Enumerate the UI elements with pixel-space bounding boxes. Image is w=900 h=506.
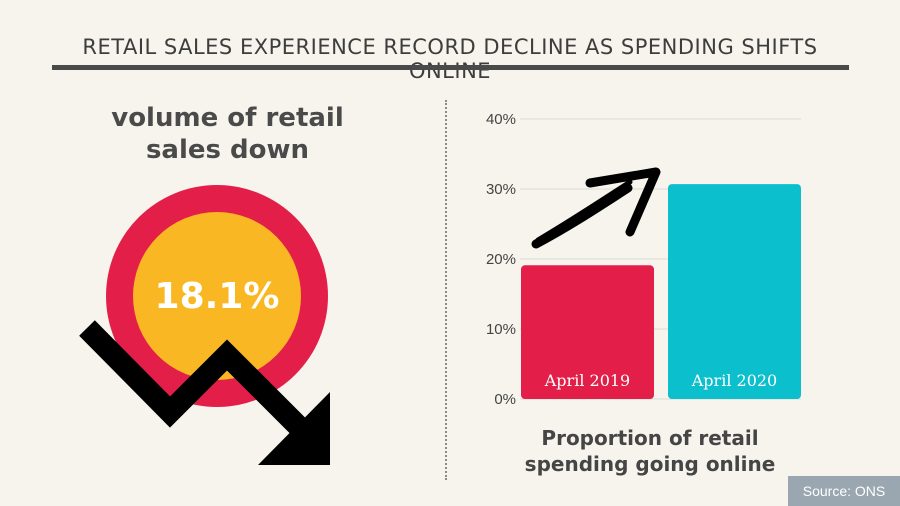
- decline-value: 18.1%: [155, 276, 280, 317]
- downward-zigzag-arrow-icon: [79, 320, 330, 465]
- left-heading-line2: sales down: [145, 135, 310, 165]
- source-badge: Source: ONS: [788, 476, 900, 506]
- bar: [521, 265, 654, 399]
- up-arrow-shaft: [531, 183, 633, 249]
- zigzag-arrow-shaft: [79, 320, 308, 436]
- left-heading: volume of retail sales down: [95, 102, 360, 166]
- y-tick-label: 20%: [486, 251, 516, 268]
- zigzag-arrow-head: [258, 392, 330, 465]
- y-axis-ticks: 0% 10% 20% 30% 40%: [486, 111, 516, 408]
- chart-bar-labels: April 2019 April 2020: [544, 371, 777, 390]
- chart-caption: Proportion of retail spending going onli…: [500, 425, 800, 477]
- chart-caption-line1: Proportion of retail: [541, 426, 759, 450]
- y-tick-label: 40%: [486, 111, 516, 128]
- y-tick-label: 30%: [486, 181, 516, 198]
- panel-divider: [445, 100, 447, 480]
- up-arrow-head: [585, 167, 661, 237]
- bar-category-label: April 2020: [691, 371, 777, 390]
- title-underline: [52, 65, 849, 70]
- bar: [668, 184, 801, 399]
- chart-caption-line2: spending going online: [524, 452, 776, 476]
- page-title: RETAIL SALES EXPERIENCE RECORD DECLINE A…: [82, 35, 818, 83]
- decline-badge: 18.1%: [106, 185, 328, 407]
- y-tick-label: 10%: [486, 321, 516, 338]
- chart-bars: [521, 184, 801, 399]
- y-tick-label: 0%: [494, 391, 516, 408]
- inner-circle: [133, 212, 301, 380]
- bar-chart: 0% 10% 20% 30% 40% April 2019 April 2020: [486, 111, 801, 408]
- left-heading-line1: volume of retail: [111, 103, 344, 133]
- up-arrow-shaft-stroke: [535, 179, 633, 243]
- upward-arrow-icon: [531, 167, 661, 249]
- bar-category-label: April 2019: [544, 371, 630, 390]
